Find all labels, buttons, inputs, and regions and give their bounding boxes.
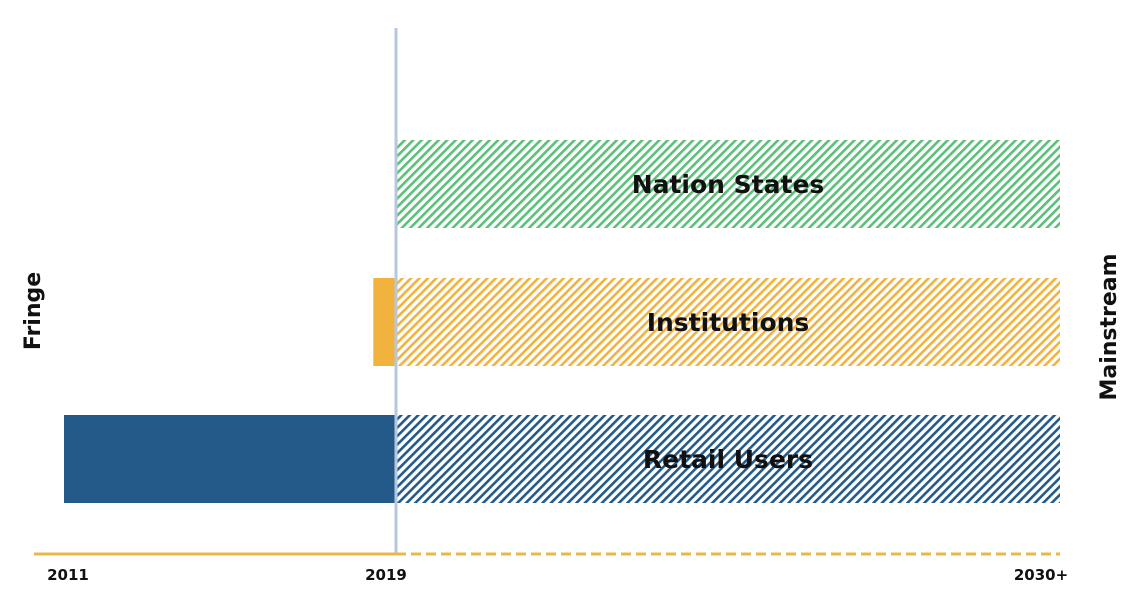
bar-past-retail-users (64, 415, 396, 503)
bar-future-institutions (396, 278, 1060, 366)
bars-layer (64, 140, 1060, 503)
bar-labels-layer: Nation States Institutions Retail Users (632, 170, 825, 474)
bar-past-institutions (373, 278, 396, 366)
y-right-label: Mainstream (1097, 253, 1122, 400)
bar-label-institutions: Institutions (647, 308, 810, 337)
bar-future-retail-users (396, 415, 1060, 503)
y-left-label: Fringe (21, 272, 46, 350)
bar-label-retail-users: Retail Users (643, 445, 813, 474)
tick-label-2019: 2019 (365, 566, 407, 584)
bar-future-nation-states (396, 140, 1060, 228)
tick-label-2011: 2011 (47, 566, 89, 584)
bar-label-nation-states: Nation States (632, 170, 825, 199)
tick-labels-layer: 2011 2019 2030+ (47, 566, 1068, 584)
tick-label-2030: 2030+ (1014, 566, 1068, 584)
